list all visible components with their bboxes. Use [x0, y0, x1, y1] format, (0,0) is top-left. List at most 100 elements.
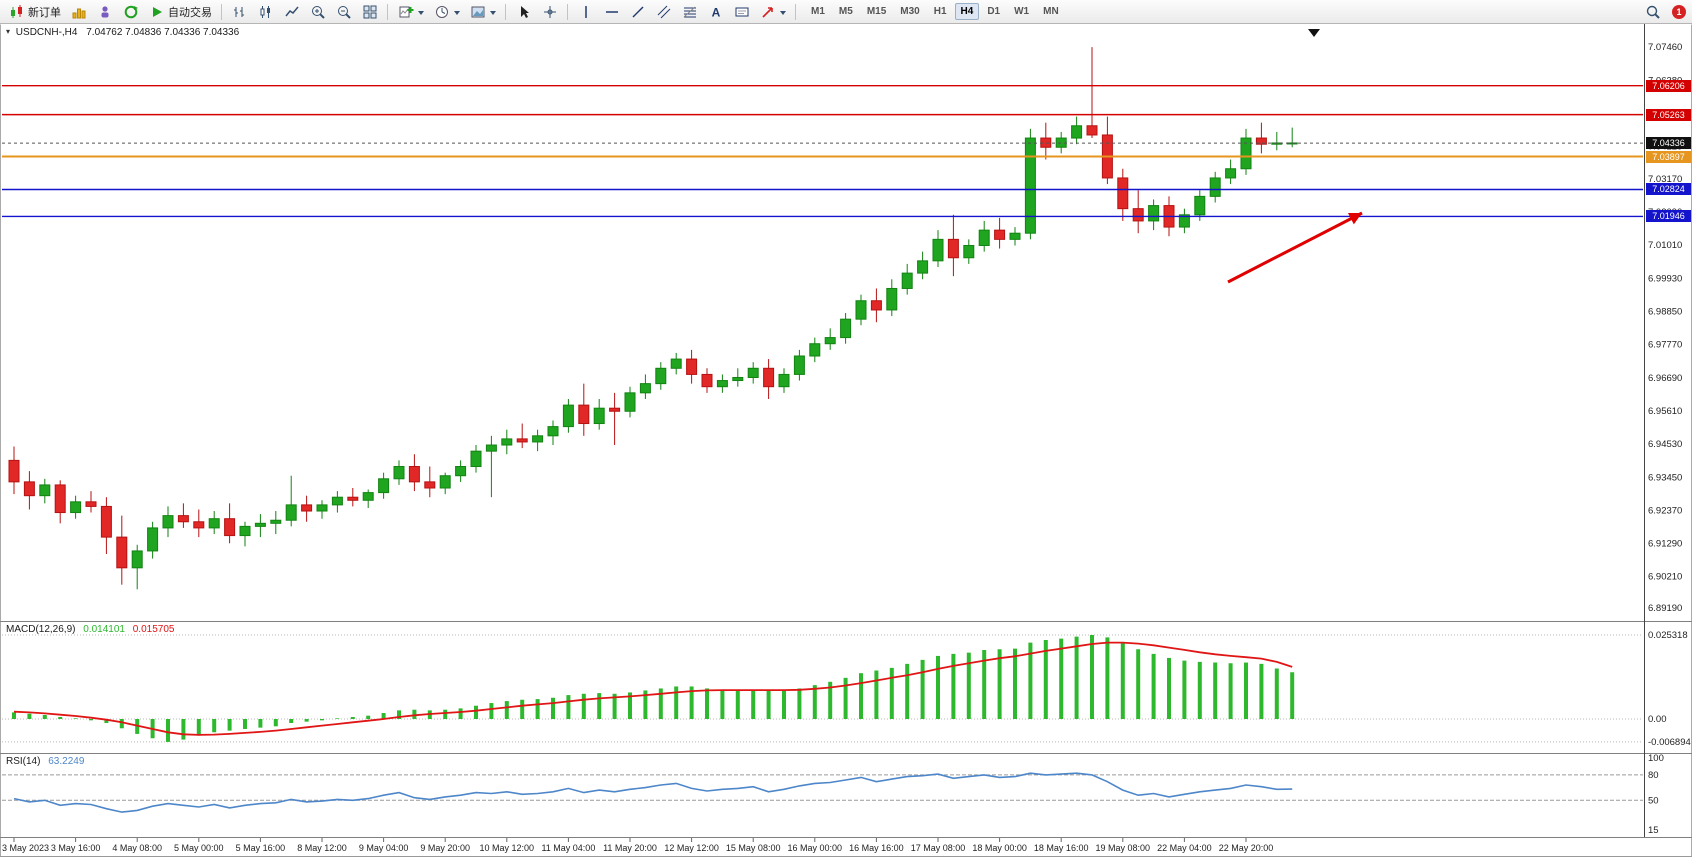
new-order-button[interactable]: 新订单 [4, 0, 65, 23]
toolbar-separator [387, 3, 388, 20]
price-axis-label: 6.92370 [1648, 505, 1682, 516]
price-level-badge[interactable]: 7.06206 [1646, 79, 1691, 92]
rsi-label-row: RSI(14) 63.2249 [6, 756, 84, 767]
rsi-axis-label: 15 [1648, 825, 1659, 836]
time-axis-label: 19 May 08:00 [1096, 843, 1151, 853]
new-chart-icon [397, 3, 414, 20]
price-axis-label: 6.94530 [1648, 439, 1682, 450]
time-axis-label: 5 May 16:00 [236, 843, 286, 853]
period-button[interactable] [429, 0, 464, 23]
cursor-button[interactable] [511, 0, 536, 23]
vertical-line-button[interactable] [573, 0, 598, 23]
chevron-down-icon [490, 6, 496, 18]
price-level-badge[interactable]: 7.03897 [1646, 150, 1691, 163]
price-axis-label: 6.99930 [1648, 273, 1682, 284]
timeframe-button-H1[interactable]: H1 [933, 6, 947, 17]
price-axis-label: 6.93450 [1648, 472, 1682, 483]
time-axis-label: 10 May 12:00 [480, 843, 535, 853]
timeframe-button-D1[interactable]: D1 [987, 6, 1001, 17]
candlestick-series [8, 47, 1298, 590]
timeframe-button-MN[interactable]: MN [1043, 6, 1059, 17]
rsi-axis-label: 50 [1648, 795, 1659, 806]
zoom-out-button[interactable] [331, 0, 356, 23]
macd-signal-value: 0.015705 [132, 624, 175, 635]
trendline-icon [629, 3, 646, 20]
rsi-line [13, 772, 1293, 813]
new-chart-button[interactable] [393, 0, 428, 23]
horizontal-line-button[interactable] [599, 0, 624, 23]
price-axis-label: 6.95610 [1648, 406, 1682, 417]
fibonacci-button[interactable] [677, 0, 702, 23]
timeframe-button-M5[interactable]: M5 [838, 6, 853, 17]
time-axis-label: 18 May 00:00 [972, 843, 1027, 853]
object-marker-icon[interactable] [1308, 29, 1320, 37]
channel-icon [655, 3, 672, 20]
zoom-in-icon [309, 3, 326, 20]
chevron-down-icon [418, 6, 424, 18]
rsi-value: 63.2249 [48, 756, 85, 767]
time-axis-label: 5 May 00:00 [174, 843, 224, 853]
community-button[interactable] [118, 0, 143, 23]
charts-stack-icon [70, 3, 87, 20]
time-axis-label: 18 May 16:00 [1034, 843, 1089, 853]
price-axis-label: 7.01010 [1648, 240, 1682, 251]
arrow-object-icon [759, 3, 776, 20]
crosshair-icon [541, 3, 558, 20]
price-level-badge[interactable]: 7.02824 [1646, 183, 1691, 196]
timeframe-button-M30[interactable]: M30 [900, 6, 920, 17]
crosshair-button[interactable] [537, 0, 562, 23]
notification-badge[interactable]: 1 [1672, 4, 1686, 19]
autotrade-button[interactable]: 自动交易 [144, 0, 216, 23]
time-axis-label: 9 May 20:00 [420, 843, 470, 853]
time-axis-label: 12 May 12:00 [664, 843, 719, 853]
macd-axis-label: -0.006894 [1648, 737, 1691, 748]
text-button[interactable]: A [703, 0, 728, 23]
line-chart-icon [283, 3, 300, 20]
time-axis-label: 4 May 08:00 [112, 843, 162, 853]
timeframe-button-W1[interactable]: W1 [1014, 6, 1030, 17]
trendline-button[interactable] [625, 0, 650, 23]
price-axis-label: 6.90210 [1648, 572, 1682, 583]
chart-symbol-title: USDCNH-,H4 [15, 27, 78, 38]
template-button[interactable] [465, 0, 500, 23]
macd-signal-line [13, 641, 1293, 736]
macd-histogram [12, 635, 1295, 742]
price-axis-label: 6.98850 [1648, 306, 1682, 317]
collapse-triangle-icon[interactable]: ▾ [6, 27, 11, 36]
chart-title-row: ▾ USDCNH-,H4 7.04762 7.04836 7.04336 7.0… [6, 27, 239, 38]
timeframe-group: M1 M5 M15 M30 H1 H4 D1 W1 MN [805, 3, 1065, 20]
charts-stack-button[interactable] [66, 0, 91, 23]
channel-button[interactable] [651, 0, 676, 23]
search-button[interactable] [1640, 0, 1665, 23]
arrows-button[interactable] [755, 0, 790, 23]
time-axis-label: 17 May 08:00 [911, 843, 966, 853]
price-level-badge[interactable]: 7.01946 [1646, 210, 1691, 223]
timeframe-button-M1[interactable]: M1 [811, 6, 825, 17]
macd-indicator-name: MACD(12,26,9) [6, 624, 76, 635]
line-chart-button[interactable] [279, 0, 304, 23]
price-level-badge[interactable]: 7.05263 [1646, 108, 1691, 121]
main-toolbar: 新订单 自动交易 [0, 0, 1692, 24]
candle-chart-button[interactable] [253, 0, 278, 23]
timeframe-button-M15[interactable]: M15 [866, 6, 887, 17]
time-axis-label: 3 May 2023 [2, 843, 49, 853]
toolbar-separator [567, 3, 568, 20]
tile-windows-button[interactable] [357, 0, 382, 23]
bar-chart-button[interactable] [227, 0, 252, 23]
macd-axis-label: 0.025318 [1648, 630, 1688, 641]
rsi-indicator-name: RSI(14) [6, 756, 41, 767]
strategy-button[interactable] [92, 0, 117, 23]
timeframe-button-H4[interactable]: H4 [954, 3, 980, 20]
time-axis-label: 16 May 16:00 [849, 843, 904, 853]
arrow-annotation[interactable] [1227, 211, 1363, 284]
rsi-axis-label: 80 [1648, 770, 1659, 781]
bar-chart-icon [231, 3, 248, 20]
cursor-icon [515, 3, 532, 20]
text-icon: A [707, 3, 724, 20]
time-axis-label: 8 May 12:00 [297, 843, 347, 853]
text-label-button[interactable] [729, 0, 754, 23]
zoom-in-button[interactable] [305, 0, 330, 23]
candlesticks-icon [8, 3, 25, 20]
horizontal-line-icon [603, 3, 620, 20]
